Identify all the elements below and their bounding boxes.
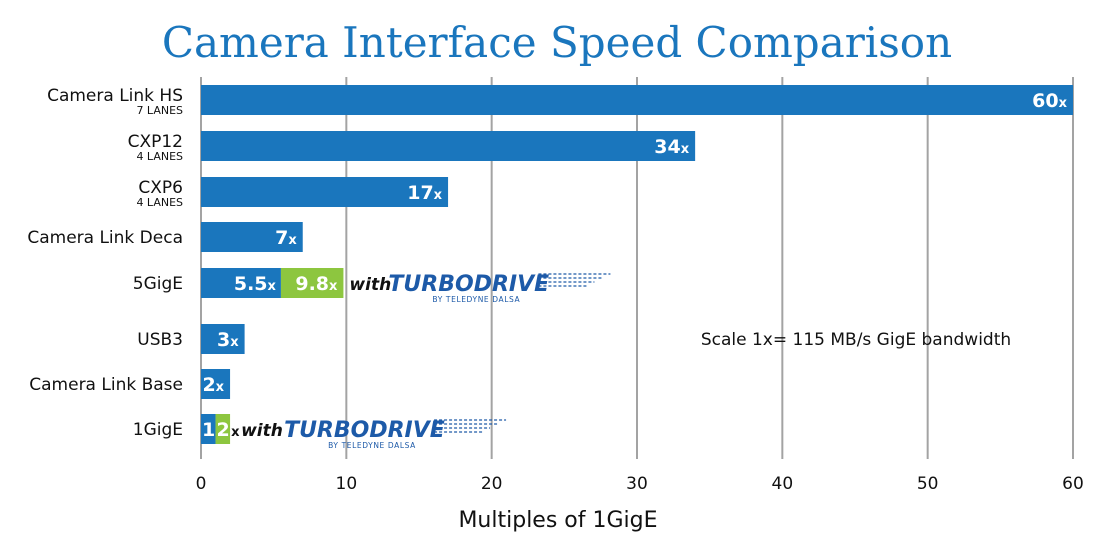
x-tick-label: 20 [481,474,503,494]
x-axis-label: Multiples of 1GigE [458,508,657,533]
x-tick-label: 40 [772,474,794,494]
chart-title: Camera Interface Speed Comparison [162,18,952,67]
x-tick-label: 10 [336,474,358,494]
x-axis-ticks: 0 10 20 30 40 50 60 [196,474,1084,494]
bar-value-label: 17x [407,182,442,204]
category-label: USB3 [137,330,183,350]
bar-value-label: 7x [275,227,297,249]
bar [201,414,216,444]
category-label: 1GigE [133,420,183,440]
turbodrive-wordmark: TURBODRIVE [388,272,549,297]
category-label: Camera Link Deca [27,228,183,248]
x-tick-label: 50 [917,474,939,494]
unit-suffix: x [434,188,443,203]
category-sublabel: 4 LANES [136,196,183,209]
turbodrive-tagline: BY TELEDYNE DALSA [432,295,520,304]
bar [201,268,281,298]
x-tick-label: 0 [196,474,207,494]
bar-row: 60x [201,85,1073,115]
unit-suffix: x [268,279,277,294]
bar [201,177,449,207]
bar-value-label: 1 [202,419,215,441]
category-sublabel: 7 LANES [136,104,183,117]
bar-value-label: 9.8x [295,273,338,295]
turbo-with-text: with [349,275,391,295]
bar-row: 2x [201,369,231,399]
turbo-bar [215,414,231,444]
bar-value-label: 5.5x [234,273,277,295]
unit-suffix: x [216,380,225,395]
bar-value-label: 60x [1032,90,1067,112]
bar [201,131,696,161]
scale-annotation: Scale 1x= 115 MB/s GigE bandwidth [701,330,1011,350]
unit-suffix: x [230,335,239,350]
turbo-bar [280,268,344,298]
bar [201,324,245,354]
x-tick-label: 60 [1062,474,1084,494]
bar-row: 7x [201,222,303,252]
category-label: Camera Link HS [47,86,183,106]
bar-row: 3x [201,324,245,354]
turbo-with-text: with [241,421,283,441]
unit-suffix: x [288,233,297,248]
unit-suffix: x [681,142,690,157]
unit-suffix: x [329,279,338,294]
bar-value-label: 3x [217,329,239,351]
x-tick-label: 30 [626,474,648,494]
category-label: CXP12 [128,132,183,152]
category-label: Camera Link Base [29,375,183,395]
turbodrive-wordmark: TURBODRIVE [284,418,445,443]
bar-row: 17x [201,177,449,207]
bar-value-label: 2x [202,374,224,396]
unit-suffix: x [1059,96,1068,111]
bar [201,222,303,252]
bar-value-label: 34x [654,136,689,158]
unit-suffix: x [231,425,240,440]
category-sublabel: 4 LANES [136,150,183,163]
bar-row: 34x [201,131,696,161]
bar [201,369,231,399]
category-label: 5GigE [133,274,183,294]
bar [201,85,1073,115]
turbodrive-tagline: BY TELEDYNE DALSA [328,441,416,450]
turbo-value-label: 2 [217,419,230,441]
category-label: CXP6 [138,178,183,198]
